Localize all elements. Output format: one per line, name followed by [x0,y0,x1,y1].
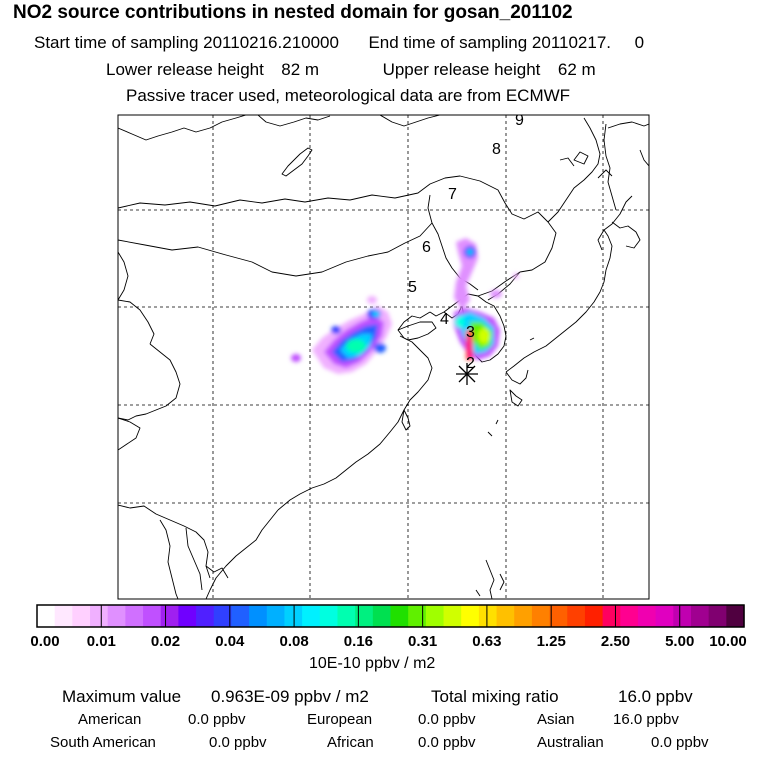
region-value: 0.0 ppbv [188,711,246,728]
sampling-times: Start time of sampling 20110216.210000 E… [34,33,644,53]
total-mixing-label: Total mixing ratio [431,687,559,706]
region-name: Australian [537,734,604,751]
colorbar-swatches [37,605,745,627]
trajectory-label-8: 8 [492,141,501,158]
map-frame [117,114,650,600]
colorbar-swatch [284,605,303,627]
colorbar-tick-label: 1.25 [537,633,566,650]
lower-height-value: 82 m [281,60,320,79]
start-time-value: 20110216.210000 [203,33,339,52]
lower-height-label: Lower release height [106,60,264,79]
trajectory-label-7: 7 [448,186,457,203]
trajectory-label-4: 4 [440,311,449,328]
colorbar-swatch [531,605,551,627]
colorbar-swatch [461,605,480,627]
colorbar-swatch [355,605,374,627]
colorbar-swatch [690,605,710,627]
colorbar-swatch [266,605,286,627]
trajectory-label-5: 5 [408,279,417,296]
region-value: 16.0 ppbv [613,711,679,728]
trajectory-labels: 2 3 4 5 6 7 8 9 [408,112,524,372]
gridlines [118,115,649,599]
colorbar-swatch [302,605,321,627]
colorbar-tick-labels: 0.00 0.01 0.02 0.04 0.08 0.16 0.31 0.63 1.25 2.50… [30,633,746,650]
end-time-label: End time of sampling [368,33,528,52]
colorbar-swatch [584,605,604,627]
colorbar-border [36,604,745,628]
colorbar-swatch [37,605,56,627]
colorbar-swatch [567,605,586,627]
max-value-label: Maximum value [62,687,182,706]
colorbar-tick-label: 0.63 [472,633,501,650]
colorbar-swatch [478,605,498,627]
colorbar-swatch [372,605,392,627]
colorbar-tick-label: 0.02 [151,633,180,650]
colorbar-swatch [249,605,268,627]
colorbar-tick-label: 0.08 [279,633,308,650]
colorbar-swatch [107,605,126,627]
total-mixing-value: 16.0 ppbv [618,687,693,706]
colorbar-swatch [231,605,250,627]
colorbar-swatch [178,605,197,627]
colorbar-tick-label: 0.16 [344,633,373,650]
release-heights: Lower release height 82 m Upper release … [106,60,596,80]
colorbar-swatch [125,605,144,627]
colorbar-swatch [708,605,727,627]
colorbar-swatch [160,605,180,627]
colorbar-swatch [213,605,233,627]
colorbar-unit: 10E-10 ppbv / m2 [309,655,436,672]
trajectory-label-6: 6 [422,239,431,256]
upper-height-label: Upper release height [382,60,541,79]
colorbar-swatch [408,605,427,627]
colorbar-swatch [620,605,639,627]
colorbar-tick-label: 2.50 [601,633,630,650]
colorbar-tick-label: 5.00 [665,633,694,650]
trajectory-label-3: 3 [466,324,475,341]
colorbar-swatch [72,605,91,627]
trajectory-label-2: 2 [466,355,475,372]
colorbar-swatch [496,605,515,627]
region-name: South American [50,734,156,751]
colorbar-swatch [319,605,339,627]
map-title: NO2 source contributions in nested domai… [13,2,573,23]
region-name: Asian [537,711,575,728]
upper-height-value: 62 m [557,60,596,79]
start-time-label: Start time of sampling [34,33,199,52]
colorbar-tick-label: 10.00 [709,633,747,650]
tracer-note: Passive tracer used, meteorological data… [126,86,571,105]
colorbar-tick-label: 0.01 [87,633,116,650]
colorbar-swatch [425,605,445,627]
colorbar-tick-label: 0.31 [408,633,437,650]
region-name: American [78,711,142,728]
colorbar-tick-label: 0.04 [215,633,245,650]
colorbar-swatch [143,605,162,627]
colorbar-swatch [514,605,533,627]
map-panel: 2 3 4 5 6 7 8 9 [117,112,650,600]
colorbar-swatch [726,605,745,627]
trajectory-label-9: 9 [515,112,524,129]
colorbar-swatch [655,605,674,627]
colorbar-swatch [637,605,657,627]
colorbar-swatch [196,605,215,627]
colorbar-swatch [673,605,692,627]
colorbar-swatch [54,605,73,627]
colorbar-swatch [443,605,462,627]
colorbar: 0.00 0.01 0.02 0.04 0.08 0.16 0.31 0.63 1.25 2.50… [30,604,747,650]
region-name: African [327,734,374,751]
colorbar-swatch [549,605,568,627]
colorbar-swatch [602,605,621,627]
colorbar-swatch [90,605,109,627]
region-value: 0.0 ppbv [418,734,476,751]
region-value: 0.0 ppbv [651,734,709,751]
concentration-plumes [291,238,519,374]
region-value: 0.0 ppbv [209,734,267,751]
colorbar-tick-label: 0.00 [30,633,59,650]
region-value: 0.0 ppbv [418,711,476,728]
asterisk-receptor-icon [456,363,478,385]
max-value: 0.963E-09 ppbv / m2 [211,687,369,706]
end-time-value: 20110217. 0 [531,33,645,52]
colorbar-swatch [390,605,409,627]
colorbar-swatch [337,605,356,627]
region-name: European [307,711,373,728]
